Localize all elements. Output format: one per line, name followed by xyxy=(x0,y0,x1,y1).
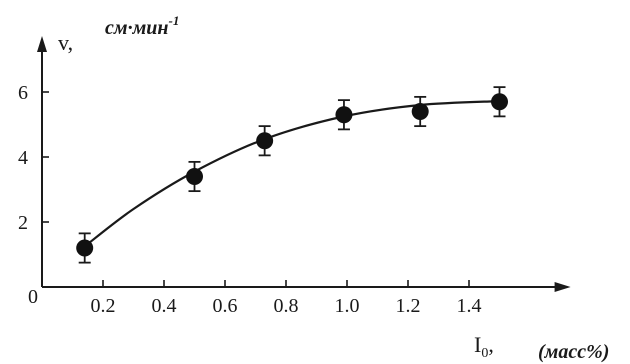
point-marker xyxy=(186,168,203,185)
x-tick-label: 0.2 xyxy=(91,295,116,317)
x-axis-arrow xyxy=(554,282,571,292)
point-marker xyxy=(411,103,429,120)
origin-label: 0 xyxy=(28,286,38,308)
x-tick-label: 1.4 xyxy=(457,295,482,317)
y-tick-label: 6 xyxy=(18,82,28,104)
axes xyxy=(37,36,571,292)
y-axis-unit-text: см·мин xyxy=(105,17,169,39)
x-tick-label: 0.4 xyxy=(152,295,177,317)
y-ticks: 2 4 6 xyxy=(18,82,49,234)
data-point xyxy=(186,160,203,193)
x-ticks: 0.2 0.4 0.6 0.8 1.0 1.2 1.4 xyxy=(91,280,482,317)
x-axis-comma: , xyxy=(488,332,494,357)
x-axis-unit: (масс%) xyxy=(538,341,609,363)
y-tick-label: 4 xyxy=(18,147,28,169)
x-axis-label: I0, xyxy=(474,332,494,361)
y-axis-arrow xyxy=(37,36,47,52)
data-point xyxy=(256,125,274,157)
point-marker xyxy=(491,93,508,111)
data-point xyxy=(76,232,94,264)
x-axis-symbol: I xyxy=(474,332,481,357)
x-tick-label: 0.6 xyxy=(213,295,238,317)
y-tick-label: 2 xyxy=(18,212,28,234)
x-tick-label: 0.8 xyxy=(274,295,299,317)
point-marker xyxy=(76,239,94,257)
x-tick-label: 1.2 xyxy=(396,295,421,317)
data-point xyxy=(491,86,508,118)
y-axis-unit-exponent: -1 xyxy=(169,13,180,28)
data-point xyxy=(335,99,353,131)
data-point xyxy=(411,95,429,128)
data-points xyxy=(76,86,508,264)
point-marker xyxy=(335,106,353,124)
y-axis-unit: см·мин-1 xyxy=(105,13,179,39)
y-axis-label: v, xyxy=(58,30,73,55)
fit-curve xyxy=(84,100,500,248)
x-tick-label: 1.0 xyxy=(335,295,360,317)
x-axis-subscript: 0 xyxy=(481,346,488,361)
point-marker xyxy=(256,132,274,150)
